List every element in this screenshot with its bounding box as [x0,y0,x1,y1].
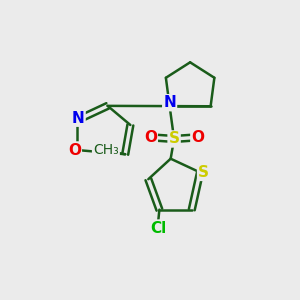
Text: O: O [191,130,204,145]
Text: O: O [144,130,157,145]
Text: Cl: Cl [150,220,166,236]
Text: S: S [198,165,209,180]
Text: O: O [68,142,81,158]
Text: CH₃: CH₃ [93,143,119,157]
Text: N: N [163,95,176,110]
Text: N: N [72,111,85,126]
Text: S: S [169,131,180,146]
